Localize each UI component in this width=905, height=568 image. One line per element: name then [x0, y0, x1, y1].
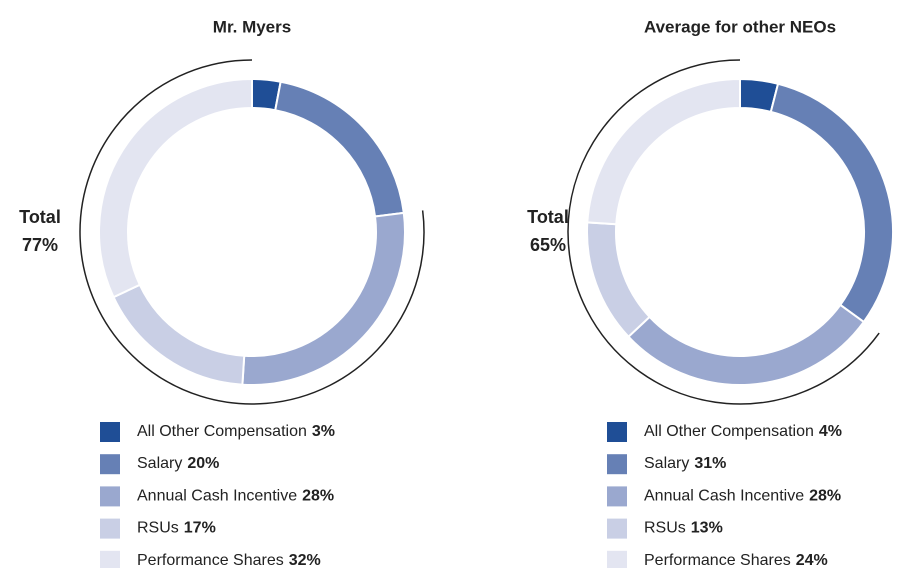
legend-value: 28%: [302, 488, 334, 505]
legend-entry: All Other Compensation 4%: [644, 423, 842, 440]
legend-swatch: [100, 518, 120, 539]
legend-label: Annual Cash Incentive: [644, 488, 804, 505]
legend-label: All Other Compensation: [137, 423, 307, 440]
legend-entry: RSUs 17%: [137, 520, 216, 537]
total-annotation: Total: [19, 207, 61, 227]
total-value: 65%: [530, 235, 566, 255]
donut-segment: [586, 221, 652, 339]
legend-swatch: [607, 486, 627, 507]
legend-swatch: [607, 422, 627, 442]
legend-swatch: [607, 550, 627, 568]
legend-entry: Salary 31%: [644, 455, 726, 472]
legend-swatch: [100, 550, 120, 568]
legend-entry: Annual Cash Incentive 28%: [644, 488, 841, 505]
legend-label: Performance Shares: [137, 552, 284, 568]
legend-swatch: [100, 422, 120, 442]
legend-value: 32%: [289, 552, 321, 568]
legend-swatch: [100, 454, 120, 475]
legend-label: Salary: [137, 455, 182, 472]
legend-value: 17%: [184, 520, 216, 537]
total-value: 77%: [22, 235, 58, 255]
legend-entry: Salary 20%: [137, 455, 219, 472]
donut-segment: [627, 303, 866, 386]
legend-entry: Performance Shares 32%: [137, 552, 321, 568]
legend-value: 3%: [312, 423, 335, 440]
donut-segment: [769, 82, 894, 324]
total-arc: [79, 59, 425, 405]
chart-title: Mr. Myers: [213, 17, 291, 36]
legend-value: 24%: [796, 552, 828, 568]
total-annotation: Total: [527, 207, 569, 227]
legend-value: 28%: [809, 488, 841, 505]
legend-value: 13%: [691, 520, 723, 537]
donut-segment: [112, 283, 246, 386]
legend-label: Salary: [644, 455, 689, 472]
legend-label: Performance Shares: [644, 552, 791, 568]
legend-swatch: [607, 518, 627, 539]
legend-swatch: [100, 486, 120, 507]
legend-entry: RSUs 13%: [644, 520, 723, 537]
legend-label: RSUs: [644, 520, 686, 537]
total-arc: [567, 59, 880, 405]
legend-value: 4%: [819, 423, 842, 440]
legend-swatch: [607, 454, 627, 475]
legend-label: All Other Compensation: [644, 423, 814, 440]
legend-entry: All Other Compensation 3%: [137, 423, 335, 440]
donut-segment: [241, 211, 406, 386]
legend-label: RSUs: [137, 520, 179, 537]
legend-label: Annual Cash Incentive: [137, 488, 297, 505]
legend-value: 20%: [187, 455, 219, 472]
legend-entry: Performance Shares 24%: [644, 552, 828, 568]
legend-entry: Annual Cash Incentive 28%: [137, 488, 334, 505]
donut-segment: [98, 77, 253, 299]
donut-segment: [586, 77, 741, 226]
legend-value: 31%: [694, 455, 726, 472]
donut-segment: [274, 80, 405, 218]
chart-title: Average for other NEOs: [644, 17, 836, 36]
